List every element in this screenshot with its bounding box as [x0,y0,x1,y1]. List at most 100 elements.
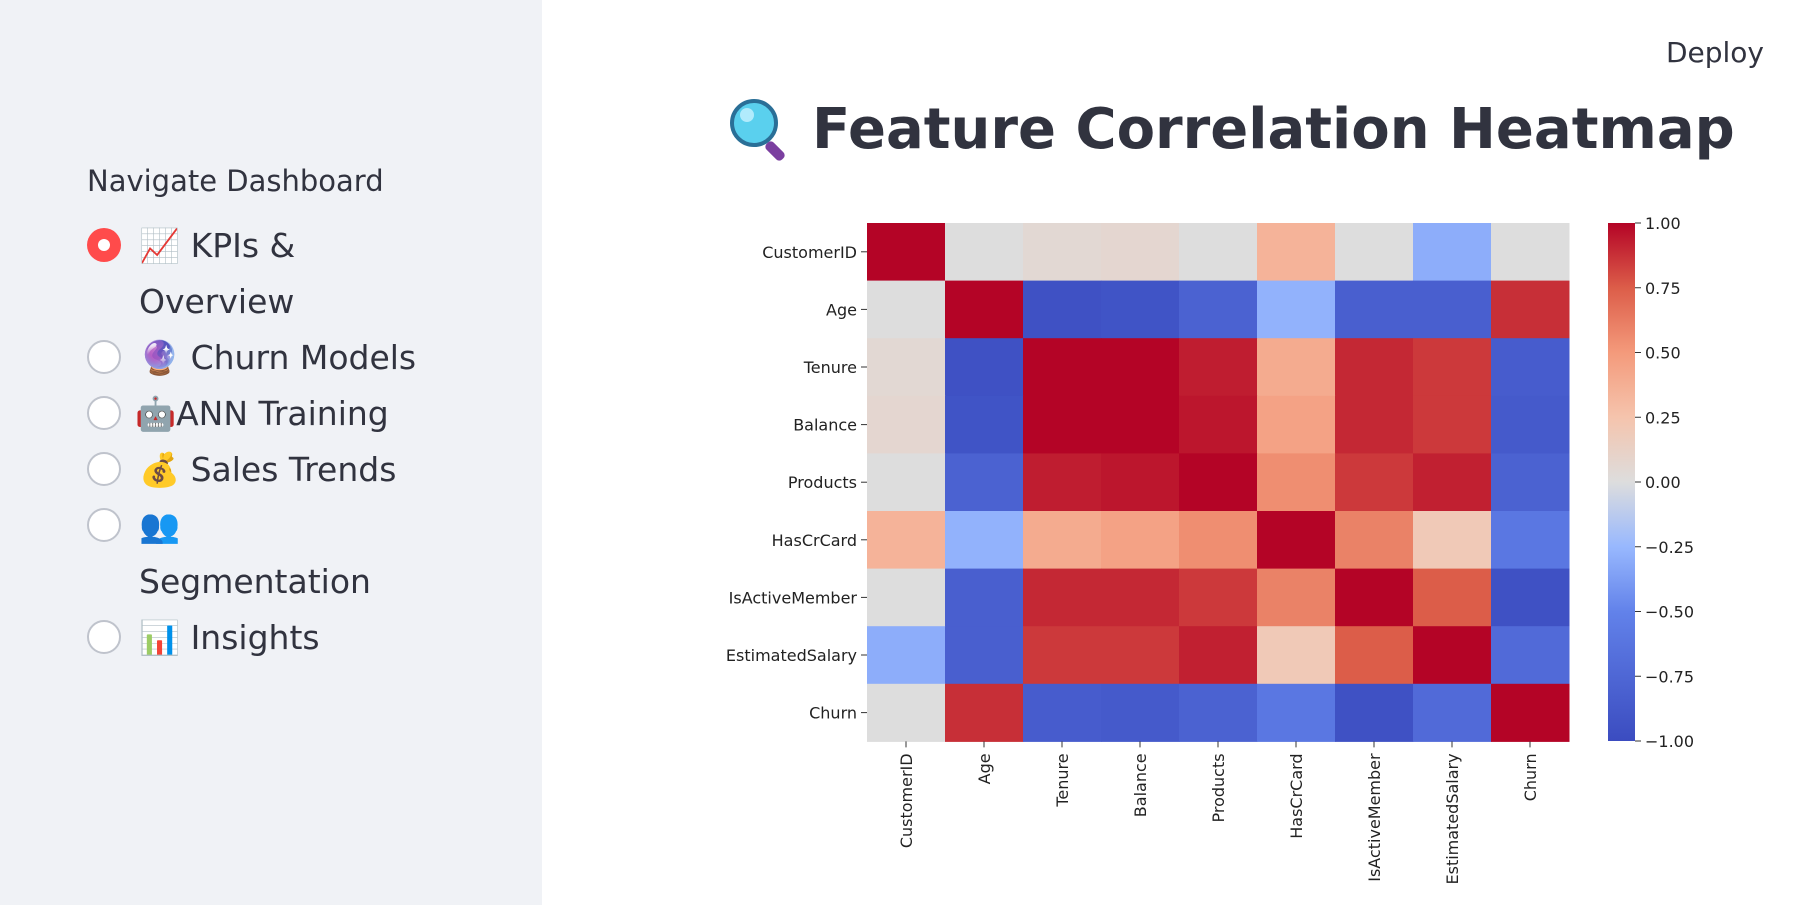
heatmap-cell [867,683,946,742]
radio-sales-trends[interactable] [87,452,121,486]
heatmap-cell [867,626,946,685]
heatmap-cell [1023,511,1102,570]
x-tick-label: Balance [1131,753,1150,817]
x-tick-label: Products [1209,753,1228,822]
heatmap-cell [1491,395,1570,454]
heatmap-cell [1413,223,1492,282]
heatmap-cell [1023,280,1102,339]
heatmap-cell [945,511,1024,570]
page-title: Feature Correlation Heatmap [726,96,1735,162]
colorbar-tick-label: 1.00 [1645,214,1681,233]
page-title-text: Feature Correlation Heatmap [812,96,1735,162]
heatmap-cell [1491,568,1570,627]
heatmap-cell [867,511,946,570]
heatmap-cell [1257,511,1336,570]
heatmap-cell [1179,511,1258,570]
nav-item-sales-trends[interactable]: 💰 Sales Trends [87,442,507,498]
y-tick-label: Products [788,473,857,492]
heatmap-cell [1335,511,1414,570]
heatmap-cell [945,338,1024,397]
radio-churn-models[interactable] [87,340,121,374]
heatmap-cell [1335,338,1414,397]
heatmap-cell [1101,568,1180,627]
heatmap-cell [1023,568,1102,627]
heatmap-cell [867,280,946,339]
colorbar-tick-label: 0.50 [1645,344,1681,363]
nav-item-ann-training[interactable]: 🤖ANN Training [87,386,507,442]
y-tick-label: Tenure [803,358,857,377]
heatmap-chart: CustomerID Age Tenure Balance Products HasCrC… [700,210,1710,900]
colorbar-tick-label: −0.75 [1645,667,1694,686]
colorbar-tick-label: −0.25 [1645,538,1694,557]
heatmap-cell [1257,568,1336,627]
nav-caption: Navigate Dashboard [87,164,384,198]
heatmap-cell [1491,280,1570,339]
y-tick-label: Age [826,300,857,319]
heatmap-cell [867,395,946,454]
nav-label-insights: 📊 Insights [139,618,320,657]
nav-label-churn-models: 🔮 Churn Models [139,338,417,377]
heatmap-cell [1335,395,1414,454]
nav-item-segmentation[interactable]: 👥 Segmentation [87,498,507,610]
heatmap-cell [1023,395,1102,454]
heatmap-cell [1413,280,1492,339]
colorbar [1608,223,1635,741]
y-tick-label: Balance [793,416,857,435]
heatmap-cell [945,223,1024,282]
heatmap-cell [1257,453,1336,512]
heatmap-cell [945,683,1024,742]
heatmap-cell [1023,338,1102,397]
heatmap-cell [1491,223,1570,282]
heatmap-cell [867,338,946,397]
heatmap-cell [1335,453,1414,512]
x-tick-label: CustomerID [897,753,916,848]
magnifier-icon [730,99,785,161]
colorbar-tick-label: 0.00 [1645,473,1681,492]
nav-label-ann-training: 🤖ANN Training [135,394,389,433]
heatmap-cell [1491,511,1570,570]
heatmap-svg: CustomerID Age Tenure Balance Products HasCrC… [726,214,1694,884]
nav-item-kpis[interactable]: 📈 KPIs & Overview [87,218,507,330]
heatmap-cell [1179,453,1258,512]
heatmap-cell [1335,223,1414,282]
x-tick-label: EstimatedSalary [1443,753,1462,884]
x-tick-label: IsActiveMember [1365,753,1384,882]
heatmap-cell [1491,338,1570,397]
heatmap-cell [1257,683,1336,742]
heatmap-cell [1023,683,1102,742]
heatmap-cell [1257,280,1336,339]
radio-segmentation[interactable] [87,508,121,542]
nav-label-sales-trends: 💰 Sales Trends [139,450,397,489]
colorbar-tick-label: −0.50 [1645,603,1694,622]
heatmap-cell [945,626,1024,685]
radio-kpis[interactable] [87,228,121,262]
heatmap-cell [1491,626,1570,685]
heatmap-cell [1413,683,1492,742]
heatmap-cell [1023,626,1102,685]
heatmap-cell [1023,223,1102,282]
heatmap-cell [1101,223,1180,282]
heatmap-cell [1101,280,1180,339]
y-tick-label: CustomerID [762,243,857,262]
heatmap-cell [1101,511,1180,570]
heatmap-cell [1257,395,1336,454]
x-tick-label: Churn [1521,753,1540,801]
nav-item-insights[interactable]: 📊 Insights [87,610,507,666]
heatmap-cell [1023,453,1102,512]
heatmap-cell [1413,453,1492,512]
radio-ann-training[interactable] [87,396,121,430]
deploy-button[interactable]: Deploy [1665,36,1764,69]
nav-item-churn-models[interactable]: 🔮 Churn Models [87,330,507,386]
x-tick-label: Age [975,753,994,784]
x-tick-label: HasCrCard [1287,753,1306,838]
heatmap-cell [945,568,1024,627]
heatmap-cell [1179,683,1258,742]
heatmap-cell [945,453,1024,512]
heatmap-cell [1335,683,1414,742]
radio-insights[interactable] [87,620,121,654]
heatmap-cell [867,223,946,282]
heatmap-cell [867,453,946,512]
heatmap-cell [1413,511,1492,570]
heatmap-cell [1101,338,1180,397]
sidebar: Navigate Dashboard 📈 KPIs & Overview 🔮 C… [0,0,542,905]
